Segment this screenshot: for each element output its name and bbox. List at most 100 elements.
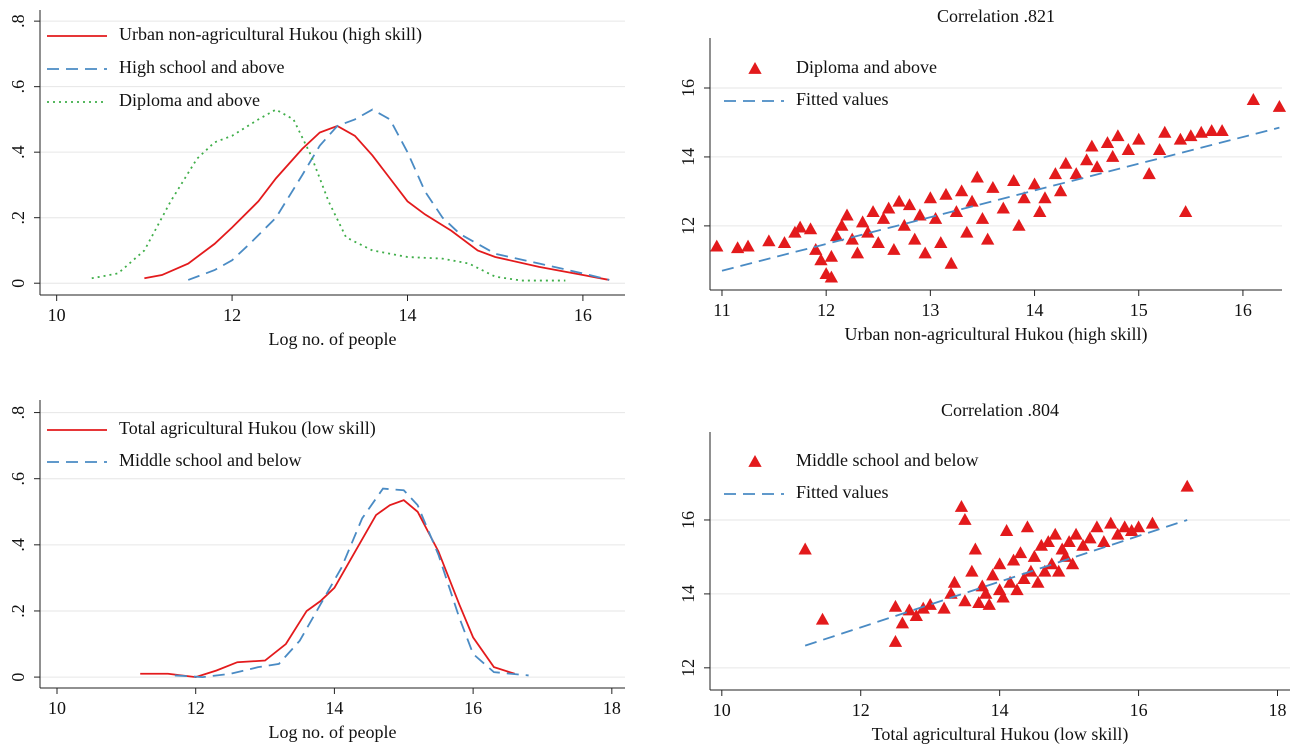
scatter-point — [888, 599, 903, 612]
scatter-point — [1010, 583, 1024, 596]
x-tick-label: 12 — [817, 300, 835, 320]
series-line — [91, 108, 566, 282]
x-tick-label: 12 — [223, 305, 241, 325]
scatter-point — [928, 211, 943, 224]
scatter-point — [970, 170, 984, 183]
scatter-point — [918, 246, 932, 259]
x-tick-label: 14 — [325, 698, 343, 718]
scatter-point — [1079, 153, 1094, 166]
scatter-point — [888, 634, 903, 647]
scatter-point — [1013, 546, 1028, 559]
scatter-point — [1090, 520, 1104, 533]
y-tick-label: .8 — [8, 406, 28, 420]
y-tick-label: .6 — [8, 80, 28, 94]
y-tick-label: .4 — [8, 145, 28, 159]
scatter-point — [1007, 174, 1021, 186]
scatter-point — [1048, 527, 1062, 540]
legend-label: High school and above — [119, 57, 284, 77]
scatter-point — [909, 609, 923, 621]
legend-marker — [748, 62, 762, 74]
scatter-point — [965, 194, 979, 207]
x-tick-label: 18 — [603, 698, 621, 718]
scatter-point — [895, 616, 910, 629]
scatter-point — [1017, 191, 1031, 204]
y-tick-label: 0 — [8, 673, 28, 682]
scatter-point — [1020, 520, 1035, 533]
scatter-point — [741, 239, 755, 252]
scatter-point — [829, 229, 844, 242]
y-tick-label: 16 — [678, 511, 698, 529]
y-tick-label: .2 — [8, 211, 28, 225]
scatter-point — [1031, 575, 1045, 588]
scatter-point — [866, 205, 880, 217]
scatter-point — [937, 601, 951, 614]
scatter-point — [1097, 535, 1111, 548]
scatter-point — [1003, 575, 1017, 588]
chart-title: Correlation .804 — [941, 400, 1059, 420]
y-tick-label: .6 — [8, 472, 28, 486]
y-tick-label: .2 — [8, 604, 28, 618]
scatter-point — [923, 597, 937, 610]
scatter-point — [1034, 538, 1048, 551]
series-line — [140, 499, 515, 679]
x-axis-label: Urban non-agricultural Hukou (high skill… — [845, 324, 1148, 345]
scatter-point — [1145, 516, 1160, 529]
y-tick-label: 14 — [678, 148, 698, 166]
scatter-point — [1173, 132, 1188, 145]
scatter-point — [981, 232, 995, 245]
scatter-point — [762, 234, 776, 247]
y-tick-label: .8 — [8, 14, 28, 28]
scatter-point — [996, 590, 1010, 603]
legend-label: Total agricultural Hukou (low skill) — [119, 418, 376, 439]
series-line — [804, 519, 1188, 647]
x-tick-label: 14 — [1026, 300, 1044, 320]
scatter-point — [1012, 218, 1026, 231]
scatter-point — [999, 524, 1014, 536]
legend-label: Diploma and above — [796, 57, 937, 77]
scatter-point — [887, 243, 901, 255]
scatter-point — [1205, 124, 1219, 136]
scatter-point — [913, 208, 927, 221]
scatter-point — [1111, 527, 1125, 540]
scatter-point — [1069, 167, 1083, 180]
x-tick-label: 10 — [48, 305, 66, 325]
scatter-point — [1062, 535, 1076, 548]
x-tick-label: 13 — [921, 300, 939, 320]
x-tick-label: 16 — [1130, 700, 1148, 720]
scatter-point — [1027, 549, 1042, 562]
scatter-point — [1006, 553, 1021, 566]
scatter-point — [965, 564, 979, 577]
scatter-point — [939, 187, 953, 200]
scatter-point — [902, 198, 917, 211]
scatter-point — [1194, 125, 1208, 138]
scatter-point — [892, 194, 906, 207]
legend-label: Middle school and below — [796, 450, 978, 470]
x-tick-label: 14 — [398, 305, 416, 325]
scatter-point — [1104, 516, 1118, 529]
scatter-point — [1121, 143, 1135, 155]
series-line — [721, 126, 1280, 272]
scatter-point — [897, 218, 911, 231]
x-tick-label: 14 — [991, 700, 1009, 720]
legend-label: Fitted values — [796, 89, 889, 109]
scatter-point — [1118, 520, 1132, 533]
y-tick-label: 16 — [678, 79, 698, 97]
scatter-point — [777, 236, 792, 249]
series-line — [187, 108, 610, 281]
y-tick-label: 14 — [678, 585, 698, 603]
scatter-point — [835, 218, 849, 231]
legend-label: Fitted values — [796, 482, 889, 502]
scatter-point — [972, 596, 986, 609]
scatter-point — [1048, 167, 1063, 180]
scatter-point — [908, 232, 922, 245]
scatter-point — [975, 211, 990, 224]
y-tick-label: .4 — [8, 538, 28, 552]
legend-label: Diploma and above — [119, 90, 260, 110]
x-axis-label: Total agricultural Hukou (low skill) — [872, 724, 1129, 745]
scatter-point — [1184, 129, 1198, 142]
legend-label: Urban non-agricultural Hukou (high skill… — [119, 24, 422, 45]
scatter-point — [1142, 167, 1156, 180]
x-tick-label: 12 — [187, 698, 205, 718]
scatter-point — [958, 594, 972, 607]
scatter-point — [840, 208, 854, 221]
